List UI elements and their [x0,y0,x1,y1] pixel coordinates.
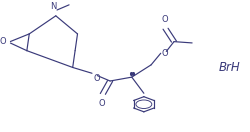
Text: O: O [98,99,105,108]
Text: BrH: BrH [218,61,240,74]
Text: O: O [161,15,168,23]
Text: N: N [50,2,56,11]
Text: O: O [93,74,100,83]
Text: O: O [162,49,168,58]
Text: O: O [0,37,6,46]
